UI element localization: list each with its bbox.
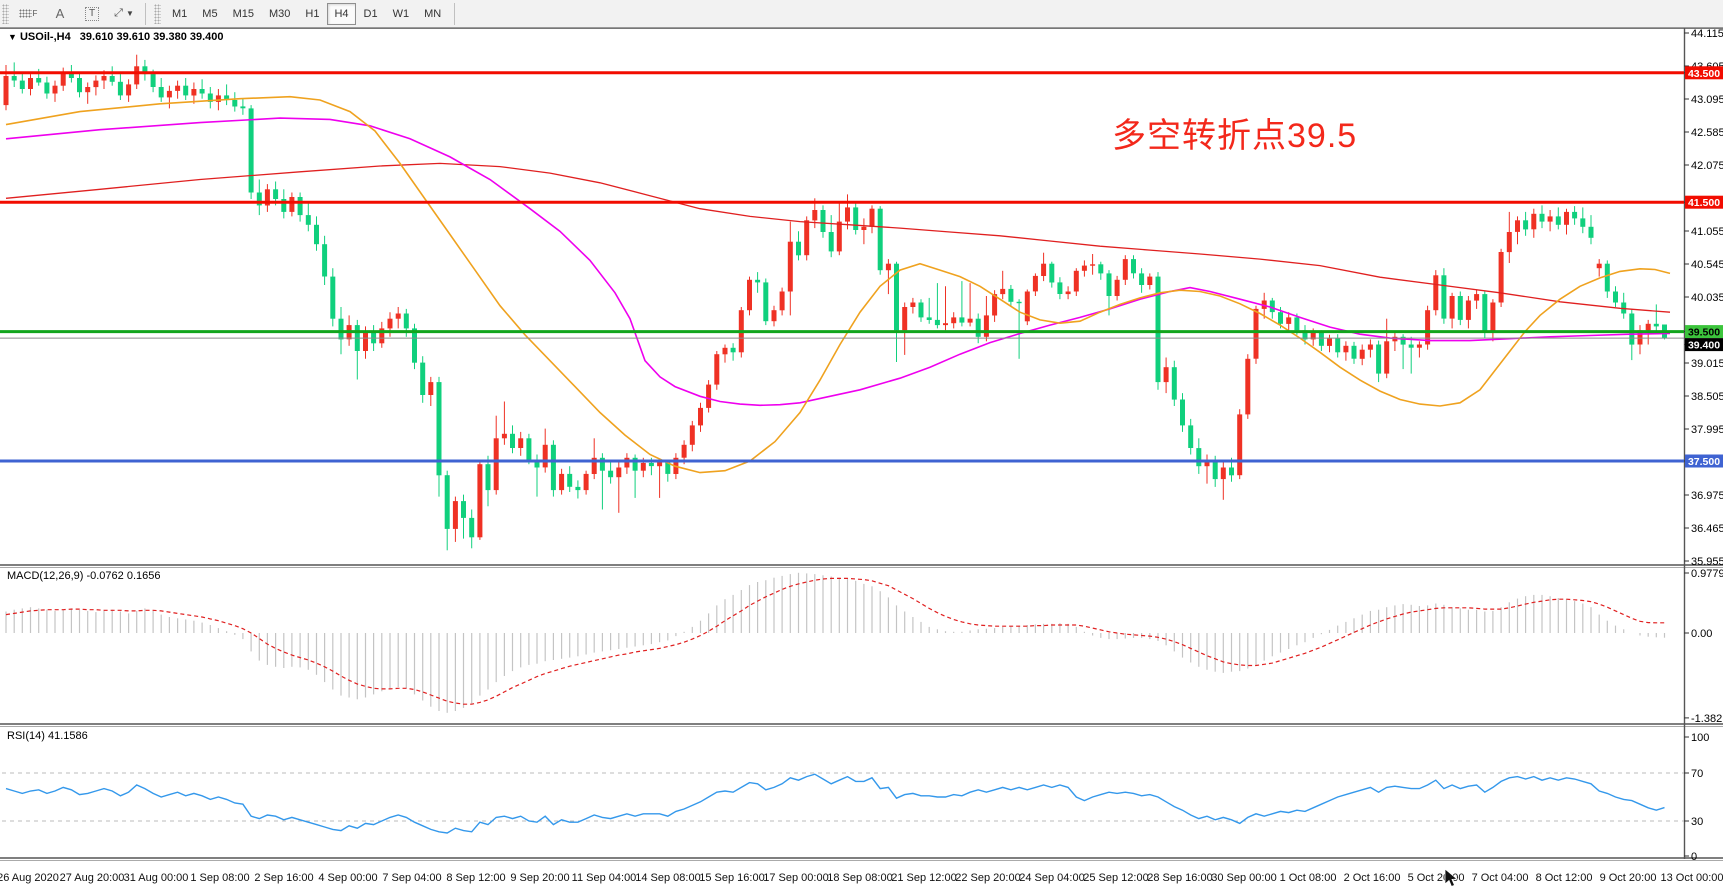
macd-indicator-label: MACD(12,26,9) -0.0762 0.1656 bbox=[7, 570, 160, 582]
ma-magenta-medium bbox=[6, 118, 1670, 405]
svg-text:37.995: 37.995 bbox=[1691, 424, 1723, 436]
svg-text:0.9779: 0.9779 bbox=[1691, 568, 1723, 580]
svg-text:4 Sep 00:00: 4 Sep 00:00 bbox=[318, 872, 377, 884]
svg-text:43.095: 43.095 bbox=[1691, 94, 1723, 106]
toolbar-grip-2[interactable] bbox=[154, 4, 161, 24]
toolbar-separator-2 bbox=[454, 3, 455, 25]
svg-text:13 Oct 00:00: 13 Oct 00:00 bbox=[1661, 872, 1723, 884]
mouse-cursor bbox=[1443, 868, 1467, 892]
svg-text:31 Aug 00:00: 31 Aug 00:00 bbox=[124, 872, 189, 884]
svg-text:37.500: 37.500 bbox=[1688, 456, 1720, 468]
svg-text:7 Oct 04:00: 7 Oct 04:00 bbox=[1472, 872, 1529, 884]
svg-text:22 Sep 20:00: 22 Sep 20:00 bbox=[955, 872, 1020, 884]
svg-text:39.500: 39.500 bbox=[1688, 327, 1720, 339]
text-label-tool-icon[interactable]: T bbox=[77, 3, 107, 25]
timeframe-m5-button[interactable]: M5 bbox=[195, 3, 224, 25]
ma-orange-fast bbox=[6, 97, 1670, 473]
toolbar-separator bbox=[145, 3, 146, 25]
svg-text:8 Oct 12:00: 8 Oct 12:00 bbox=[1536, 872, 1593, 884]
symbol-info-line[interactable]: ▼ USOil-,H4 39.610 39.610 39.380 39.400 bbox=[8, 31, 224, 43]
collapse-triangle-icon[interactable]: ▼ bbox=[8, 32, 17, 42]
timeframe-w1-button[interactable]: W1 bbox=[386, 3, 417, 25]
rsi-line bbox=[6, 774, 1665, 833]
annotation-text: 多空转折点39.5 bbox=[1112, 108, 1357, 157]
svg-text:9 Sep 20:00: 9 Sep 20:00 bbox=[510, 872, 569, 884]
timeframe-h4-button[interactable]: H4 bbox=[327, 3, 355, 25]
svg-text:1 Oct 08:00: 1 Oct 08:00 bbox=[1280, 872, 1337, 884]
symbol-grid-icon[interactable]: F bbox=[13, 3, 43, 25]
cursor-mode-icon[interactable]: ⤢ ▼ bbox=[109, 3, 139, 25]
svg-text:35.955: 35.955 bbox=[1691, 556, 1723, 568]
svg-text:36.975: 36.975 bbox=[1691, 490, 1723, 502]
svg-text:15 Sep 16:00: 15 Sep 16:00 bbox=[699, 872, 764, 884]
svg-text:44.115: 44.115 bbox=[1691, 28, 1723, 40]
svg-text:28 Sep 16:00: 28 Sep 16:00 bbox=[1147, 872, 1212, 884]
panel-borders bbox=[0, 28, 1723, 861]
grid-glyph-letter: F bbox=[33, 9, 38, 18]
font-tool-icon[interactable]: A bbox=[45, 3, 75, 25]
svg-text:39.015: 39.015 bbox=[1691, 358, 1723, 370]
svg-text:38.505: 38.505 bbox=[1691, 391, 1723, 403]
svg-text:70: 70 bbox=[1691, 768, 1703, 780]
symbol-name: USOil-,H4 bbox=[20, 31, 71, 43]
svg-text:1 Sep 08:00: 1 Sep 08:00 bbox=[190, 872, 249, 884]
symbol-ohlc-values: 39.610 39.610 39.380 39.400 bbox=[80, 31, 224, 43]
svg-text:-1.382: -1.382 bbox=[1691, 713, 1722, 725]
svg-text:17 Sep 00:00: 17 Sep 00:00 bbox=[763, 872, 828, 884]
macd-signal-line bbox=[6, 578, 1665, 704]
timeframe-m30-button[interactable]: M30 bbox=[262, 3, 297, 25]
timeframe-m1-button[interactable]: M1 bbox=[165, 3, 194, 25]
price-scale: 44.11543.60543.09542.58542.07541.05540.5… bbox=[1684, 28, 1723, 568]
dropdown-caret-icon: ▼ bbox=[126, 9, 134, 18]
svg-text:18 Sep 08:00: 18 Sep 08:00 bbox=[827, 872, 892, 884]
svg-text:27 Aug 20:00: 27 Aug 20:00 bbox=[60, 872, 125, 884]
svg-text:11 Sep 04:00: 11 Sep 04:00 bbox=[572, 872, 637, 884]
font-glyph: A bbox=[56, 6, 65, 21]
svg-text:2 Sep 16:00: 2 Sep 16:00 bbox=[254, 872, 313, 884]
svg-text:0: 0 bbox=[1691, 851, 1697, 863]
svg-text:2 Oct 16:00: 2 Oct 16:00 bbox=[1344, 872, 1401, 884]
timeframe-h1-button[interactable]: H1 bbox=[298, 3, 326, 25]
toolbar-grip[interactable] bbox=[2, 4, 9, 24]
svg-text:42.075: 42.075 bbox=[1691, 160, 1723, 172]
svg-text:9 Oct 20:00: 9 Oct 20:00 bbox=[1600, 872, 1657, 884]
svg-text:14 Sep 08:00: 14 Sep 08:00 bbox=[635, 872, 700, 884]
svg-text:25 Sep 12:00: 25 Sep 12:00 bbox=[1083, 872, 1148, 884]
svg-text:26 Aug 2020: 26 Aug 2020 bbox=[0, 872, 59, 884]
text-glyph: T bbox=[85, 7, 99, 21]
svg-text:24 Sep 04:00: 24 Sep 04:00 bbox=[1019, 872, 1084, 884]
svg-text:36.465: 36.465 bbox=[1691, 523, 1723, 535]
svg-text:41.500: 41.500 bbox=[1688, 197, 1720, 209]
cursor-glyph: ⤢ bbox=[114, 7, 123, 20]
svg-text:30 Sep 00:00: 30 Sep 00:00 bbox=[1211, 872, 1276, 884]
svg-text:8 Sep 12:00: 8 Sep 12:00 bbox=[446, 872, 505, 884]
svg-text:41.055: 41.055 bbox=[1691, 226, 1723, 238]
grid-glyph-icon bbox=[19, 9, 32, 18]
macd-panel: 0.9779 0.00 -1.382 bbox=[6, 568, 1723, 725]
svg-text:43.500: 43.500 bbox=[1688, 68, 1720, 80]
timeframe-mn-button[interactable]: MN bbox=[417, 3, 448, 25]
svg-text:30: 30 bbox=[1691, 816, 1703, 828]
svg-text:40.035: 40.035 bbox=[1691, 292, 1723, 304]
svg-text:21 Sep 12:00: 21 Sep 12:00 bbox=[891, 872, 956, 884]
rsi-indicator-label: RSI(14) 41.1586 bbox=[7, 730, 88, 742]
svg-text:39.400: 39.400 bbox=[1688, 340, 1720, 352]
rsi-panel: 100 70 30 0 bbox=[2, 732, 1709, 863]
timeframe-d1-button[interactable]: D1 bbox=[357, 3, 385, 25]
svg-text:100: 100 bbox=[1691, 732, 1709, 744]
svg-text:0.00: 0.00 bbox=[1691, 628, 1712, 640]
candles-layer bbox=[4, 55, 1668, 551]
svg-text:42.585: 42.585 bbox=[1691, 127, 1723, 139]
svg-text:40.545: 40.545 bbox=[1691, 259, 1723, 271]
timeframe-m15-button[interactable]: M15 bbox=[226, 3, 261, 25]
svg-text:7 Sep 04:00: 7 Sep 04:00 bbox=[382, 872, 441, 884]
